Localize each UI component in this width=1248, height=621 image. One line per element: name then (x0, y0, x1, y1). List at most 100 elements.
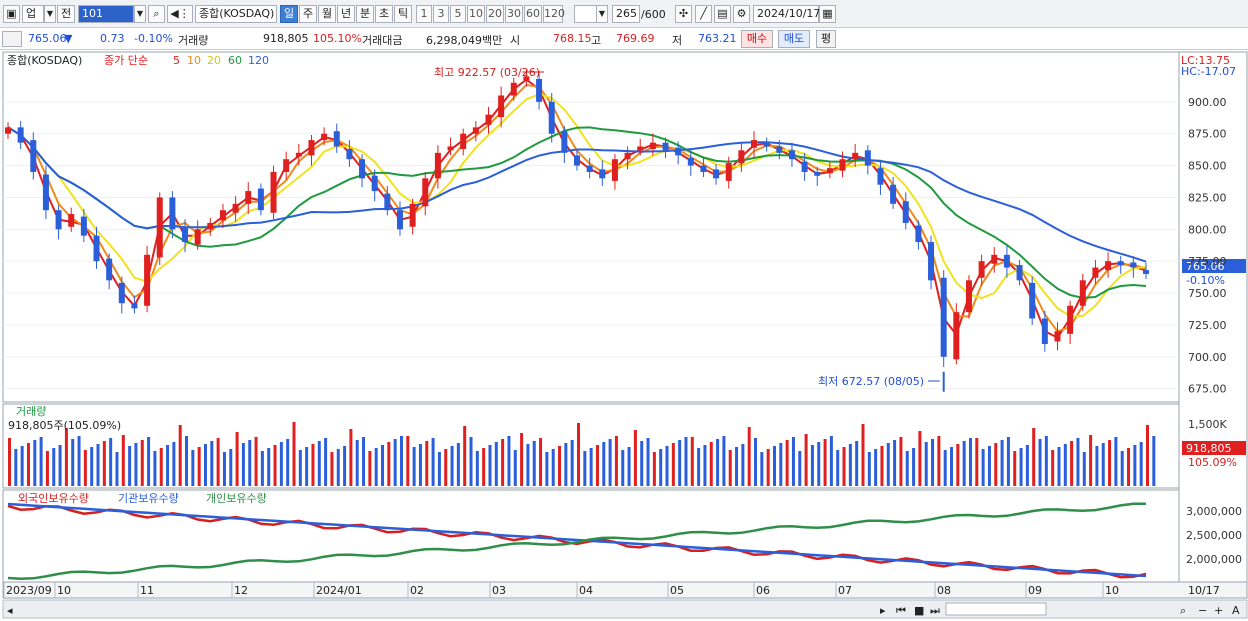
volume-bar-36 (235, 432, 239, 486)
volume-bar-120 (766, 449, 770, 486)
x-label-3: 12 (234, 584, 248, 597)
calendar-icon[interactable]: ▦ (819, 5, 836, 23)
candle-62 (788, 150, 795, 160)
scope-button[interactable]: 전 (57, 5, 75, 23)
tab-period-3[interactable]: 년 (337, 5, 355, 23)
volume-bar-156 (994, 443, 998, 486)
holding-panel[interactable] (2, 489, 1180, 583)
tab-period-5[interactable]: 초 (375, 5, 393, 23)
search-icon[interactable]: ⌕ (148, 5, 165, 23)
draw-icon[interactable]: ╱ (695, 5, 712, 23)
volume-bar-92 (589, 448, 593, 486)
volume-bar-113 (722, 436, 726, 486)
volume-bar-116 (741, 444, 745, 486)
sound-icon[interactable]: ◀⋮ (167, 5, 193, 23)
step-3[interactable]: 3 (433, 5, 449, 23)
step-20[interactable]: 20 (486, 5, 504, 23)
candle-82 (1041, 318, 1048, 345)
last-icon[interactable]: ⏭ (930, 604, 940, 617)
step-5[interactable]: 5 (450, 5, 466, 23)
stop-icon[interactable]: ■ (914, 604, 924, 617)
save-icon[interactable]: ▤ (714, 5, 731, 23)
volume-bar-172 (1095, 446, 1099, 486)
toggle-icon[interactable] (2, 31, 22, 47)
zoom-in-icon[interactable]: + (1214, 604, 1223, 617)
tab-period-4[interactable]: 분 (356, 5, 374, 23)
buy-button[interactable]: 매수 (741, 30, 773, 48)
volume-bar-124 (791, 437, 795, 486)
candle-87 (1105, 261, 1112, 271)
tab-period-2[interactable]: 월 (318, 5, 336, 23)
step-10[interactable]: 10 (467, 5, 485, 23)
code-input[interactable]: 101 (78, 5, 134, 23)
scroll-right-icon[interactable]: ▸ (880, 604, 886, 617)
volume-bar-144 (918, 431, 922, 486)
chart-area[interactable]: 종합(KOSDAQ) 종가 단순 5 10 20 60 120 LC:13.75… (0, 50, 1248, 621)
candle-18 (232, 203, 239, 213)
volume-bar-27 (178, 425, 182, 486)
scroll-left-icon[interactable]: ◂ (7, 604, 13, 617)
candle-79 (1003, 254, 1010, 268)
step-dropdown-icon[interactable]: ▼ (596, 5, 608, 23)
tab-period-1[interactable]: 주 (299, 5, 317, 23)
x-label-5: 02 (410, 584, 424, 597)
volume-bar-96 (614, 436, 618, 486)
quote-bar: 765.06 ▼ 0.73 -0.10% 거래량 918,805 105.10%… (0, 28, 1248, 50)
volume-bar-114 (728, 450, 732, 486)
volume-label: 거래량 (178, 34, 209, 47)
first-icon[interactable]: ⏮ (896, 604, 906, 617)
layout-icon[interactable]: ▣ (3, 5, 20, 23)
candle-29 (371, 175, 378, 192)
market-dropdown-icon[interactable]: ▼ (44, 5, 56, 23)
market-select[interactable]: 업 (22, 5, 44, 23)
gear-icon[interactable]: ⚙ (733, 5, 750, 23)
ma-5: 5 (173, 54, 180, 67)
step-60[interactable]: 60 (524, 5, 542, 23)
code-dropdown-icon[interactable]: ▼ (134, 5, 146, 23)
x-label-6: 03 (492, 584, 506, 597)
count-input[interactable]: 265 (612, 5, 640, 23)
candle-68 (864, 150, 871, 166)
step-1[interactable]: 1 (416, 5, 432, 23)
candle-63 (801, 161, 808, 172)
tab-period-6[interactable]: 틱 (394, 5, 412, 23)
zoom-out-icon[interactable]: − (1198, 604, 1207, 617)
volume-bar-18 (121, 435, 125, 486)
volume-bar-143 (912, 448, 916, 486)
volume-bar-68 (437, 452, 441, 486)
index-name: 종합(KOSDAQ) (195, 5, 277, 23)
lc-value: LC:13.75 (1181, 54, 1230, 67)
scroll-bar[interactable] (2, 599, 1248, 619)
avg-button[interactable]: 평 (816, 30, 836, 48)
step-120[interactable]: 120 (543, 5, 565, 23)
volume-bar-56 (362, 437, 366, 486)
volume-bar-125 (798, 451, 802, 486)
candle-43 (548, 101, 555, 134)
volume-bar-89 (570, 440, 574, 486)
volume-bar-109 (697, 448, 701, 486)
volume-bar-98 (627, 447, 631, 486)
volume-bar-105 (671, 443, 675, 486)
volume-bar-133 (848, 444, 852, 486)
date-input[interactable]: 2024/10/17 (753, 5, 820, 23)
volume-bar-57 (368, 451, 372, 486)
volume-bar-79 (507, 436, 511, 486)
candle-22 (283, 159, 290, 172)
font-size-icon[interactable]: A (1232, 604, 1240, 617)
zoom-slider[interactable] (945, 602, 1047, 616)
volume-bar-33 (216, 438, 220, 486)
volume-value: 918,805 (263, 32, 309, 45)
candle-5 (68, 214, 75, 227)
volume-bar-161 (1025, 445, 1029, 486)
price-change: 0.73 (100, 32, 125, 45)
y-tick-2: 850.00 (1188, 160, 1227, 173)
candle-65 (826, 168, 833, 174)
tab-period-0[interactable]: 일 (280, 5, 298, 23)
crosshair-icon[interactable]: ✣ (675, 5, 692, 23)
legend-institution: 기관보유수량 (118, 492, 179, 505)
volume-bar-135 (861, 424, 865, 486)
zoom-icon[interactable]: ⌕ (1180, 604, 1186, 617)
sell-button[interactable]: 매도 (778, 30, 810, 48)
volume-bar-93 (595, 445, 599, 486)
step-30[interactable]: 30 (505, 5, 523, 23)
